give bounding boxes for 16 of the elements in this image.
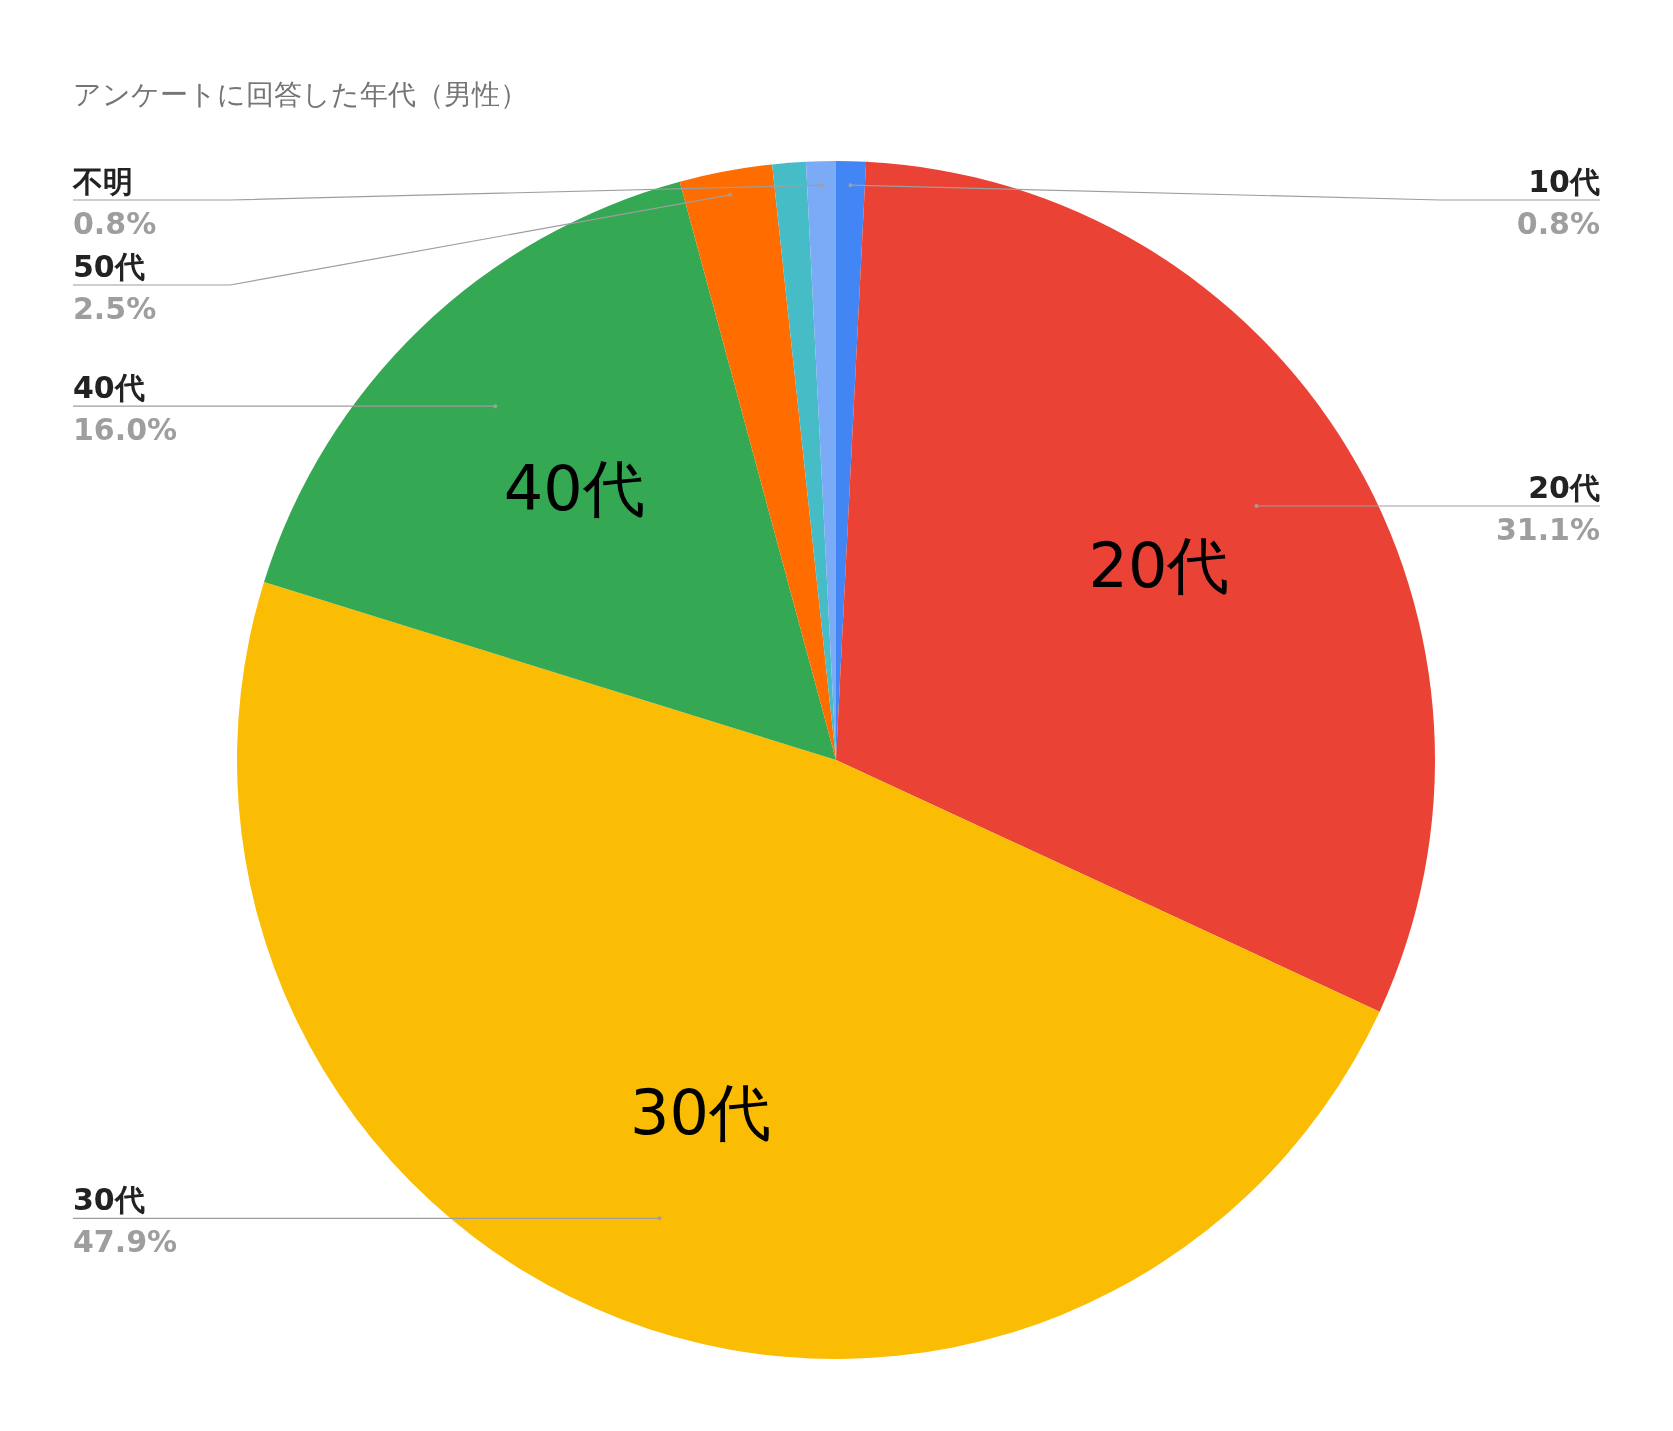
data-label: 16.0% [73,412,178,448]
slice-label: 40代 [73,370,145,406]
data-label: 31.1% [1495,512,1600,547]
slice-label: 20代 [1088,528,1230,602]
slice-label: 不明 [72,164,133,199]
data-label: 0.8% [1516,206,1600,241]
chart-title: アンケートに回答した年代（男性） [73,78,528,111]
data-label: 0.8% [73,206,157,241]
slice-label: 20代 [1528,470,1600,505]
slice-label: 40代 [503,452,645,526]
slice-label: 10代 [1528,164,1600,199]
data-label: 2.5% [73,291,157,326]
slice-label: 30代 [73,1182,145,1218]
slice-label: 30代 [629,1076,771,1150]
data-label: 47.9% [73,1224,178,1260]
slice-label: 50代 [73,249,145,284]
